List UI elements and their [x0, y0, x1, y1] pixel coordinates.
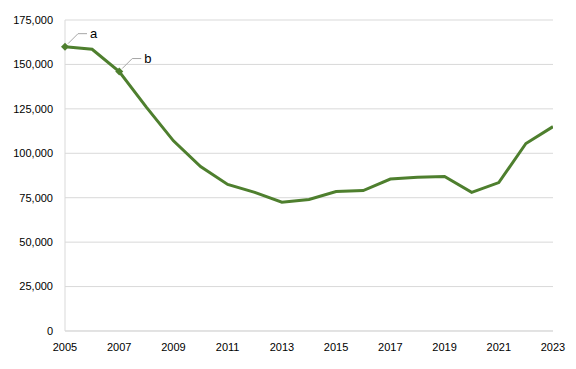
svg-text:2007: 2007 [107, 341, 131, 353]
svg-text:100,000: 100,000 [13, 147, 53, 159]
svg-text:25,000: 25,000 [19, 280, 53, 292]
svg-text:b: b [144, 51, 151, 66]
svg-text:2005: 2005 [53, 341, 77, 353]
svg-text:75,000: 75,000 [19, 192, 53, 204]
svg-text:a: a [90, 26, 98, 41]
svg-text:2013: 2013 [270, 341, 294, 353]
svg-text:2023: 2023 [541, 341, 565, 353]
svg-text:125,000: 125,000 [13, 103, 53, 115]
svg-text:2009: 2009 [161, 341, 185, 353]
svg-text:150,000: 150,000 [13, 58, 53, 70]
svg-text:175,000: 175,000 [13, 14, 53, 26]
svg-text:2019: 2019 [432, 341, 456, 353]
svg-text:2011: 2011 [216, 341, 240, 353]
svg-text:2015: 2015 [324, 341, 348, 353]
svg-text:0: 0 [47, 325, 53, 337]
svg-text:50,000: 50,000 [19, 236, 53, 248]
svg-text:2017: 2017 [378, 341, 402, 353]
svg-text:2021: 2021 [487, 341, 511, 353]
